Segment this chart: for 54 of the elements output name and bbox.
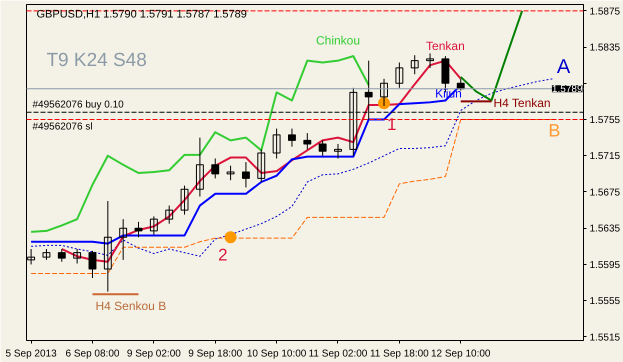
ref-line-label: #49562076 buy 0.10 — [32, 99, 124, 110]
ref-line-label: 1.5789 — [552, 84, 583, 96]
candlestick — [73, 248, 82, 264]
candlestick — [410, 54, 419, 75]
candlestick — [303, 132, 312, 150]
annotation: B — [548, 120, 560, 140]
y-tick-label: 1.5875 — [590, 6, 621, 18]
y-tick-label: 1.5755 — [590, 115, 621, 126]
x-tick-label: 9 Sep 18:00 — [188, 348, 243, 360]
x-tick-label: 6 Sep 08:00 — [66, 348, 120, 360]
annotation: H4 Tenkan — [493, 96, 551, 110]
annotation: T9 K24 S48 — [46, 50, 147, 72]
candlestick — [180, 185, 188, 216]
x-tick-label: 9 Sep 02:00 — [126, 348, 182, 360]
candlestick — [288, 128, 296, 148]
ref-line-label: #49562076 sl — [32, 122, 93, 133]
x-tick-label: 5 Sep 2013 — [6, 348, 58, 360]
annotation: A — [556, 56, 571, 78]
candlestick — [242, 162, 250, 188]
candlestick — [88, 250, 96, 279]
candlestick — [211, 158, 220, 179]
x-tick-label: 11 Sep 02:00 — [308, 348, 368, 360]
candlestick — [395, 62, 404, 88]
x-tick-label: 12 Sep 10:00 — [430, 348, 491, 360]
annotation: Tenkan — [426, 39, 465, 54]
x-tick-label: 11 Sep 18:00 — [370, 348, 430, 360]
candlestick — [257, 148, 266, 183]
annotation: H4 Senkou B — [95, 299, 166, 314]
y-tick-label: 1.5635 — [590, 224, 621, 235]
candlestick — [318, 140, 327, 156]
y-tick-label: 1.5515 — [590, 332, 621, 344]
x-tick-label: 10 Sep 10:00 — [246, 348, 307, 360]
candlestick — [334, 143, 342, 159]
y-tick-label: 1.5835 — [590, 42, 621, 54]
candlestick — [196, 137, 204, 197]
candlestick — [165, 205, 174, 224]
candlestick — [272, 128, 281, 159]
candlestick — [226, 165, 235, 181]
candlestick — [119, 218, 128, 260]
candlestick — [426, 52, 434, 68]
candlestick — [150, 216, 158, 236]
y-tick-label: 1.5675 — [590, 187, 621, 198]
y-tick-label: 1.5595 — [590, 260, 621, 271]
annotation: 2 — [218, 245, 228, 264]
candlestick — [42, 248, 50, 260]
y-tick-label: 1.5555 — [590, 296, 621, 308]
candlestick — [58, 248, 66, 262]
candlestick — [104, 200, 112, 292]
annotation: 1 — [386, 115, 396, 134]
y-tick-label: 1.5715 — [590, 151, 621, 162]
candlestick — [380, 78, 388, 106]
chart-title: GBPUSD,H1 1.5790 1.5791 1.5787 1.5789 — [36, 8, 247, 20]
candlestick — [134, 221, 142, 238]
annotation: Chinkou — [316, 34, 360, 48]
